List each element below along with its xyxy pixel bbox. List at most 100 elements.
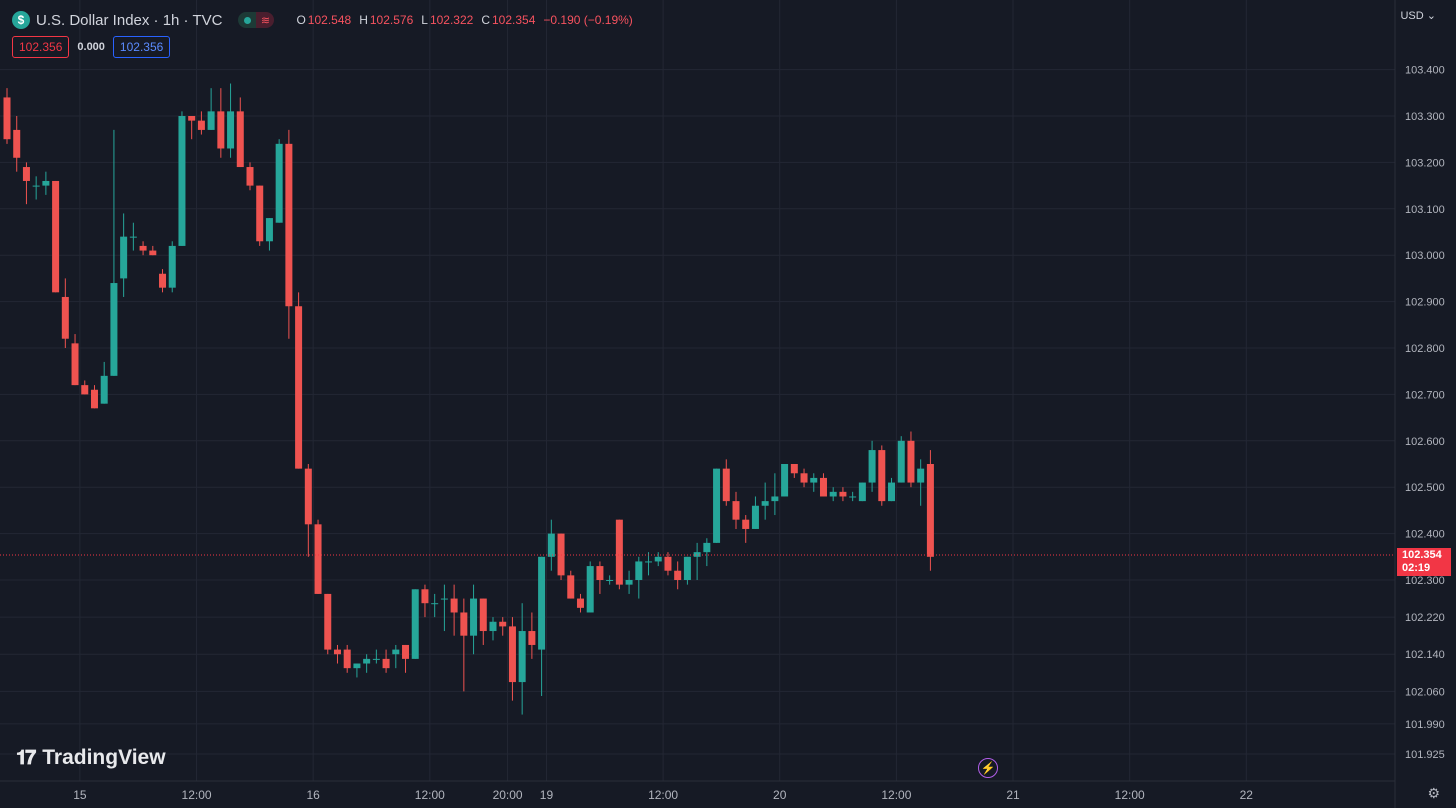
candle	[275, 139, 283, 223]
time-tick-label: 22	[1240, 788, 1254, 802]
candle	[100, 361, 108, 404]
candle-body	[52, 180, 60, 293]
currency-dropdown[interactable]: USD ⌄	[1400, 9, 1436, 22]
candle-body	[888, 482, 896, 502]
change-value: −0.190 (−0.19%)	[543, 13, 633, 27]
candle-body	[810, 477, 818, 483]
candle	[664, 552, 672, 576]
time-tick-label: 12:00	[881, 788, 911, 802]
candle	[897, 436, 905, 483]
low-value: 102.322	[429, 13, 474, 27]
candle	[304, 464, 312, 557]
candle	[71, 334, 79, 386]
candle-body	[22, 167, 30, 181]
candle-body	[392, 649, 400, 655]
candle-body	[71, 343, 79, 386]
open-label: O	[296, 13, 306, 27]
trade-buttons: 102.356 0.000 102.356	[12, 36, 171, 58]
candle	[499, 617, 507, 636]
candle-body	[159, 273, 167, 288]
candle	[888, 477, 896, 502]
dollar-icon[interactable]: $	[12, 11, 30, 29]
price-tick-label: 101.925	[1405, 749, 1445, 761]
candle-body	[411, 589, 419, 659]
candle-body	[110, 283, 118, 376]
candle-body	[576, 598, 584, 608]
candle	[178, 111, 186, 246]
candle	[363, 654, 371, 673]
candle-body	[508, 626, 516, 683]
candle	[781, 464, 789, 497]
candle	[52, 180, 60, 293]
candle-body	[713, 468, 721, 543]
time-tick-label: 15	[73, 788, 87, 802]
candle	[761, 482, 769, 520]
sell-button[interactable]: 102.356	[12, 36, 70, 58]
time-tick-label: 12:00	[1115, 788, 1145, 802]
candle	[557, 533, 565, 580]
candle-body	[256, 185, 264, 242]
price-tick-label: 102.500	[1405, 482, 1445, 494]
lightning-icon[interactable]: ⚡	[978, 758, 998, 778]
time-tick-label: 12:00	[182, 788, 212, 802]
candle-body	[421, 589, 429, 604]
market-status[interactable]: ≋	[238, 12, 275, 28]
candle-body	[732, 501, 740, 520]
candle-body	[907, 440, 915, 483]
candle-body	[61, 296, 69, 339]
candle	[683, 556, 691, 585]
last-price-value: 102.354	[1402, 549, 1442, 561]
candle-body	[42, 180, 50, 186]
candle	[32, 176, 40, 200]
price-axis: 101.925 101.990 102.060 102.140 102.220 102.3…	[1405, 65, 1445, 761]
candle	[217, 88, 225, 158]
candle	[129, 222, 137, 251]
candle	[625, 570, 633, 594]
time-axis: 15 12:00 16 12:00 20:00 19 12:00 20 12:00 21 12:00…	[73, 788, 1253, 802]
candle-body	[353, 663, 361, 669]
symbol-title[interactable]: U.S. Dollar Index · 1h · TVC	[36, 11, 223, 29]
candle-body	[90, 389, 98, 409]
candle-body	[654, 556, 662, 562]
candle-body	[188, 116, 196, 121]
candle	[265, 218, 273, 251]
candle	[615, 519, 623, 590]
candle	[508, 617, 516, 701]
candle	[372, 649, 380, 664]
candle-body	[858, 482, 866, 502]
tradingview-logo[interactable]: 𝟏𝟕 TradingView	[16, 746, 166, 770]
price-tick-label: 102.700	[1405, 389, 1445, 401]
candle-body	[129, 236, 137, 238]
candle-body	[771, 496, 779, 502]
candle-body	[528, 631, 536, 645]
candle	[90, 385, 98, 409]
candle-body	[567, 575, 575, 599]
candle-body	[285, 143, 293, 307]
candle	[295, 292, 303, 469]
high-label: H	[359, 13, 368, 27]
candle-body	[265, 218, 273, 242]
time-tick-label: 12:00	[415, 788, 445, 802]
candle	[168, 241, 176, 293]
data-delayed-icon[interactable]: ≋	[256, 12, 275, 28]
candle-body	[722, 468, 730, 502]
candle	[159, 269, 167, 293]
buy-button[interactable]: 102.356	[112, 36, 171, 58]
candle-body	[897, 440, 905, 483]
candle-body	[460, 612, 468, 636]
price-tick-label: 103.300	[1405, 111, 1445, 123]
candle	[926, 450, 934, 571]
candle	[606, 575, 614, 585]
candle	[645, 552, 653, 576]
candle	[839, 487, 847, 502]
settings-gear-icon[interactable]: ⚙	[1427, 785, 1440, 801]
market-open-icon[interactable]	[238, 12, 257, 28]
candle	[22, 162, 30, 205]
candle-body	[917, 468, 925, 483]
candle-body	[382, 658, 390, 669]
candle-body	[207, 111, 215, 130]
candle	[868, 440, 876, 492]
candle-body	[32, 185, 40, 187]
candle	[917, 459, 925, 506]
